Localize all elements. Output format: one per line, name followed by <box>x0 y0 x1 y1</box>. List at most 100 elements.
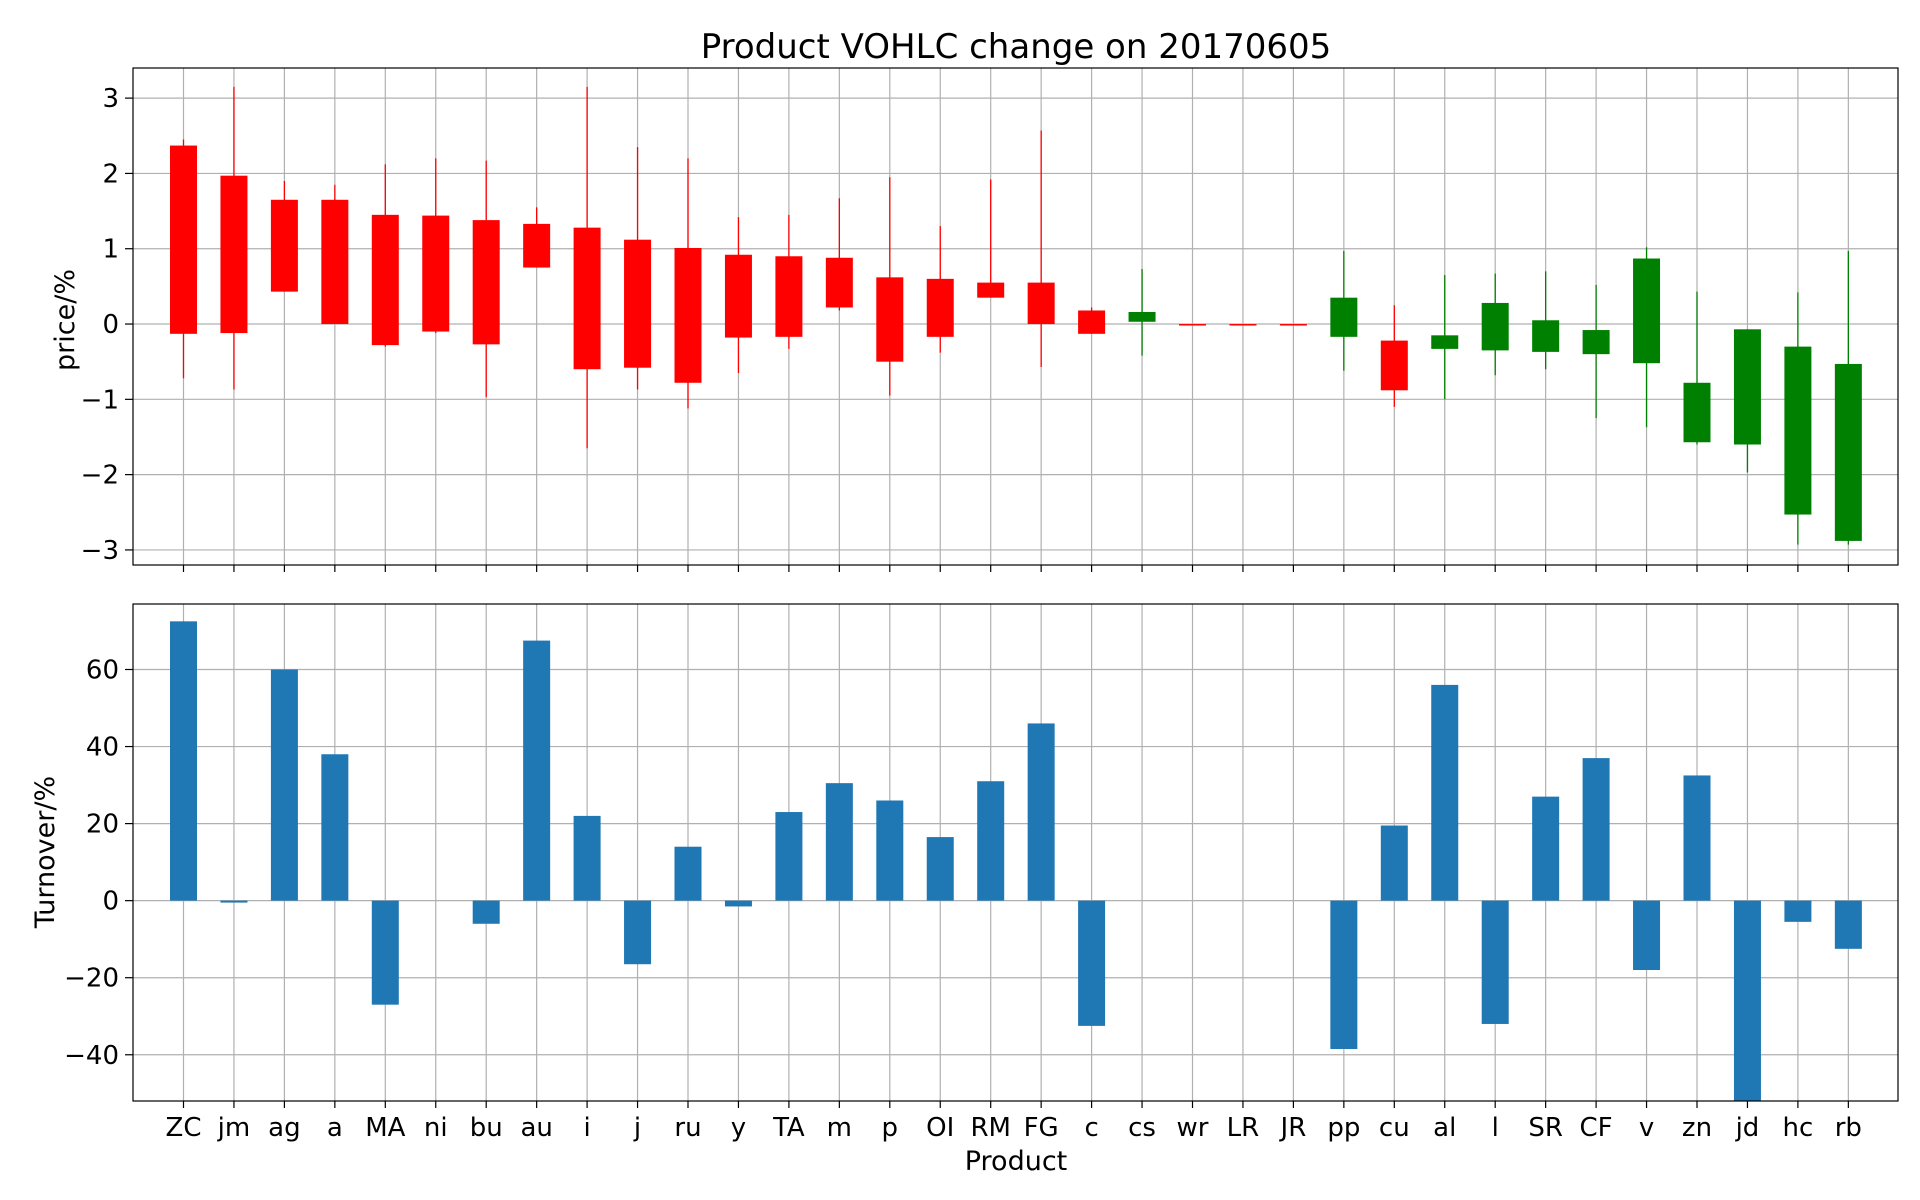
price-candles <box>170 86 1862 545</box>
candle-i <box>573 86 601 449</box>
candle-body <box>674 247 702 383</box>
turnover-y-ticks: −40 −20 0 20 40 60 <box>64 655 133 1071</box>
x-tick-label: ag <box>268 1113 300 1143</box>
turnover-bar-au <box>523 640 551 901</box>
x-tick-label: rb <box>1835 1113 1862 1143</box>
candle-body <box>1784 346 1812 515</box>
candle-m <box>825 198 853 311</box>
candle-p <box>876 177 904 396</box>
turnover-bar-FG <box>1027 723 1055 901</box>
x-tick-label: pp <box>1327 1113 1360 1143</box>
turnover-bar-v <box>1633 900 1661 971</box>
candle-y <box>724 217 752 373</box>
candle-JR <box>1279 324 1307 326</box>
turnover-bar-OI <box>926 837 954 901</box>
y-tick-label: −40 <box>64 1041 119 1071</box>
turnover-bar-panel: −40 −20 0 20 40 60 ZC jm ag a MA ni bu au i j ru y TA m p OI… <box>30 603 1899 1143</box>
candle-body <box>472 220 500 345</box>
candle-cs <box>1128 269 1156 356</box>
turnover-axes-frame <box>132 603 1899 1102</box>
candle-body <box>270 199 298 292</box>
x-tick-label: j <box>633 1113 641 1143</box>
turnover-bar-m <box>825 783 853 901</box>
candle-body <box>1229 324 1257 326</box>
x-tick-label: jd <box>1735 1113 1760 1143</box>
candle-a <box>321 184 349 325</box>
turnover-bar-l <box>1481 900 1509 1024</box>
candle-ag <box>270 180 298 292</box>
x-tick-label: y <box>731 1113 746 1143</box>
x-tick-label: zn <box>1682 1113 1712 1143</box>
candle-SR <box>1532 271 1560 370</box>
x-tick-label: a <box>327 1113 343 1143</box>
candle-body <box>1582 330 1610 355</box>
x-tick-label: jm <box>217 1113 251 1143</box>
turnover-bar-al <box>1431 684 1459 901</box>
candle-LR <box>1229 324 1257 326</box>
candle-body <box>1431 335 1459 349</box>
x-tick-label: LR <box>1227 1113 1260 1143</box>
y-tick-label: 40 <box>86 733 119 763</box>
x-tick-label: bu <box>470 1113 503 1143</box>
x-tick-label: TA <box>772 1113 805 1143</box>
x-tick-label: au <box>520 1113 552 1143</box>
x-tick-label: l <box>1492 1113 1499 1143</box>
candle-body <box>573 227 601 370</box>
candle-ZC <box>170 139 197 379</box>
x-axis-label: Product <box>965 1146 1068 1177</box>
candle-zn <box>1683 291 1711 445</box>
candle-MA <box>371 164 399 347</box>
y-tick-label: 0 <box>102 310 119 340</box>
candle-body <box>1330 297 1358 337</box>
candle-body <box>1633 258 1661 364</box>
candle-body <box>876 277 904 362</box>
candle-body <box>1733 329 1761 445</box>
price-x-ticks <box>182 565 1849 572</box>
x-tick-label: FG <box>1024 1113 1059 1143</box>
candle-wr <box>1179 324 1206 326</box>
x-tick-label: al <box>1433 1113 1456 1143</box>
candle-al <box>1431 275 1459 400</box>
x-tick-label: p <box>882 1113 899 1143</box>
x-tick-label: ni <box>424 1113 448 1143</box>
y-tick-label: −3 <box>81 536 119 566</box>
turnover-bar-ZC <box>170 621 197 901</box>
candle-body <box>321 199 349 325</box>
candle-body <box>1481 302 1509 351</box>
y-tick-label: 20 <box>86 810 119 840</box>
x-tick-label: c <box>1084 1113 1098 1143</box>
y-tick-label: 0 <box>102 887 119 917</box>
x-tick-label: cs <box>1128 1113 1156 1143</box>
turnover-y-axis-label: Turnover/% <box>30 776 61 929</box>
candle-RM <box>977 179 1005 298</box>
candle-au <box>523 207 551 268</box>
candle-jd <box>1733 329 1761 473</box>
candle-hc <box>1784 292 1812 545</box>
candle-OI <box>926 226 954 353</box>
x-tick-label: RM <box>970 1113 1011 1143</box>
candle-body <box>1683 382 1711 443</box>
candle-rb <box>1834 250 1862 545</box>
candle-pp <box>1330 250 1358 371</box>
candle-cu <box>1380 305 1408 407</box>
turnover-bar-c <box>1078 900 1106 1026</box>
x-tick-label: OI <box>926 1113 954 1143</box>
candle-body <box>825 257 853 308</box>
turnover-bar-a <box>321 754 349 901</box>
turnover-bar-CF <box>1582 758 1610 901</box>
turnover-bar-p <box>876 800 904 901</box>
candle-body <box>977 282 1005 298</box>
turnover-bar-jm <box>220 900 248 903</box>
x-tick-label: SR <box>1528 1113 1563 1143</box>
turnover-bar-rb <box>1834 900 1862 949</box>
candle-TA <box>775 214 803 349</box>
candle-body <box>220 175 248 334</box>
y-tick-label: 60 <box>86 655 119 685</box>
candle-l <box>1481 273 1509 376</box>
candle-body <box>1027 282 1055 325</box>
candle-FG <box>1027 130 1055 367</box>
chart-title: Product VOHLC change on 20170605 <box>701 27 1332 67</box>
candle-v <box>1633 247 1661 428</box>
turnover-bar-TA <box>775 812 803 901</box>
